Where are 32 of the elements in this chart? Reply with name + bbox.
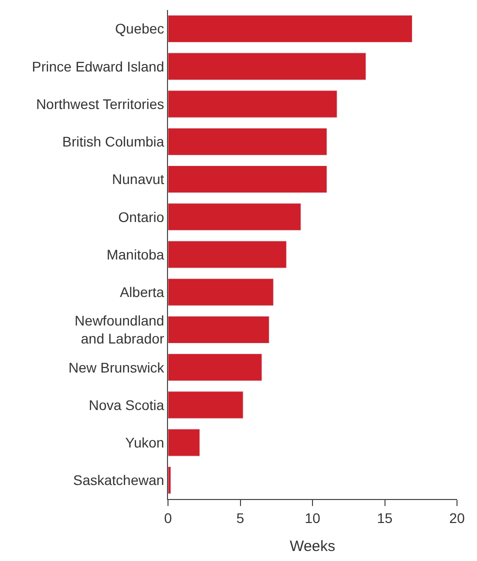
bar [168, 316, 270, 344]
bar [168, 354, 262, 382]
bar [168, 203, 302, 231]
bar [168, 240, 287, 268]
y-tick-label: Northwest Territories [36, 96, 164, 112]
bar [168, 128, 328, 156]
y-tick-label: Nunavut [112, 171, 164, 188]
x-tick-label: 0 [164, 510, 172, 526]
x-tick-label: 10 [304, 510, 320, 526]
x-tick-label: 20 [449, 510, 465, 526]
y-tick-label: Saskatchewan [73, 472, 164, 488]
bar [168, 391, 244, 419]
y-tick-label: New Brunswick [68, 359, 166, 376]
bar [168, 466, 172, 494]
y-tick-label: Prince Edward Island [32, 58, 164, 74]
y-tick-label: Yukon [125, 434, 164, 450]
x-axis-title: Weeks [290, 538, 336, 555]
y-tick-label: Alberta [120, 284, 164, 300]
y-tick-label: Quebec [115, 20, 164, 37]
bar [168, 278, 274, 306]
y-tick-label: Manitoba [106, 246, 164, 262]
bar [168, 52, 366, 80]
y-tick-label: Nova Scotia [88, 396, 164, 413]
y-tick-label: Newfoundland and Labrador [74, 312, 165, 347]
bar [168, 428, 200, 456]
bar [168, 165, 328, 194]
bar [168, 90, 338, 118]
y-tick-label: British Columbia [62, 134, 164, 150]
x-tick-label: 15 [376, 510, 393, 526]
x-tick-label: 5 [236, 510, 244, 526]
y-tick-label: Ontario [118, 208, 164, 225]
bar [168, 15, 412, 43]
